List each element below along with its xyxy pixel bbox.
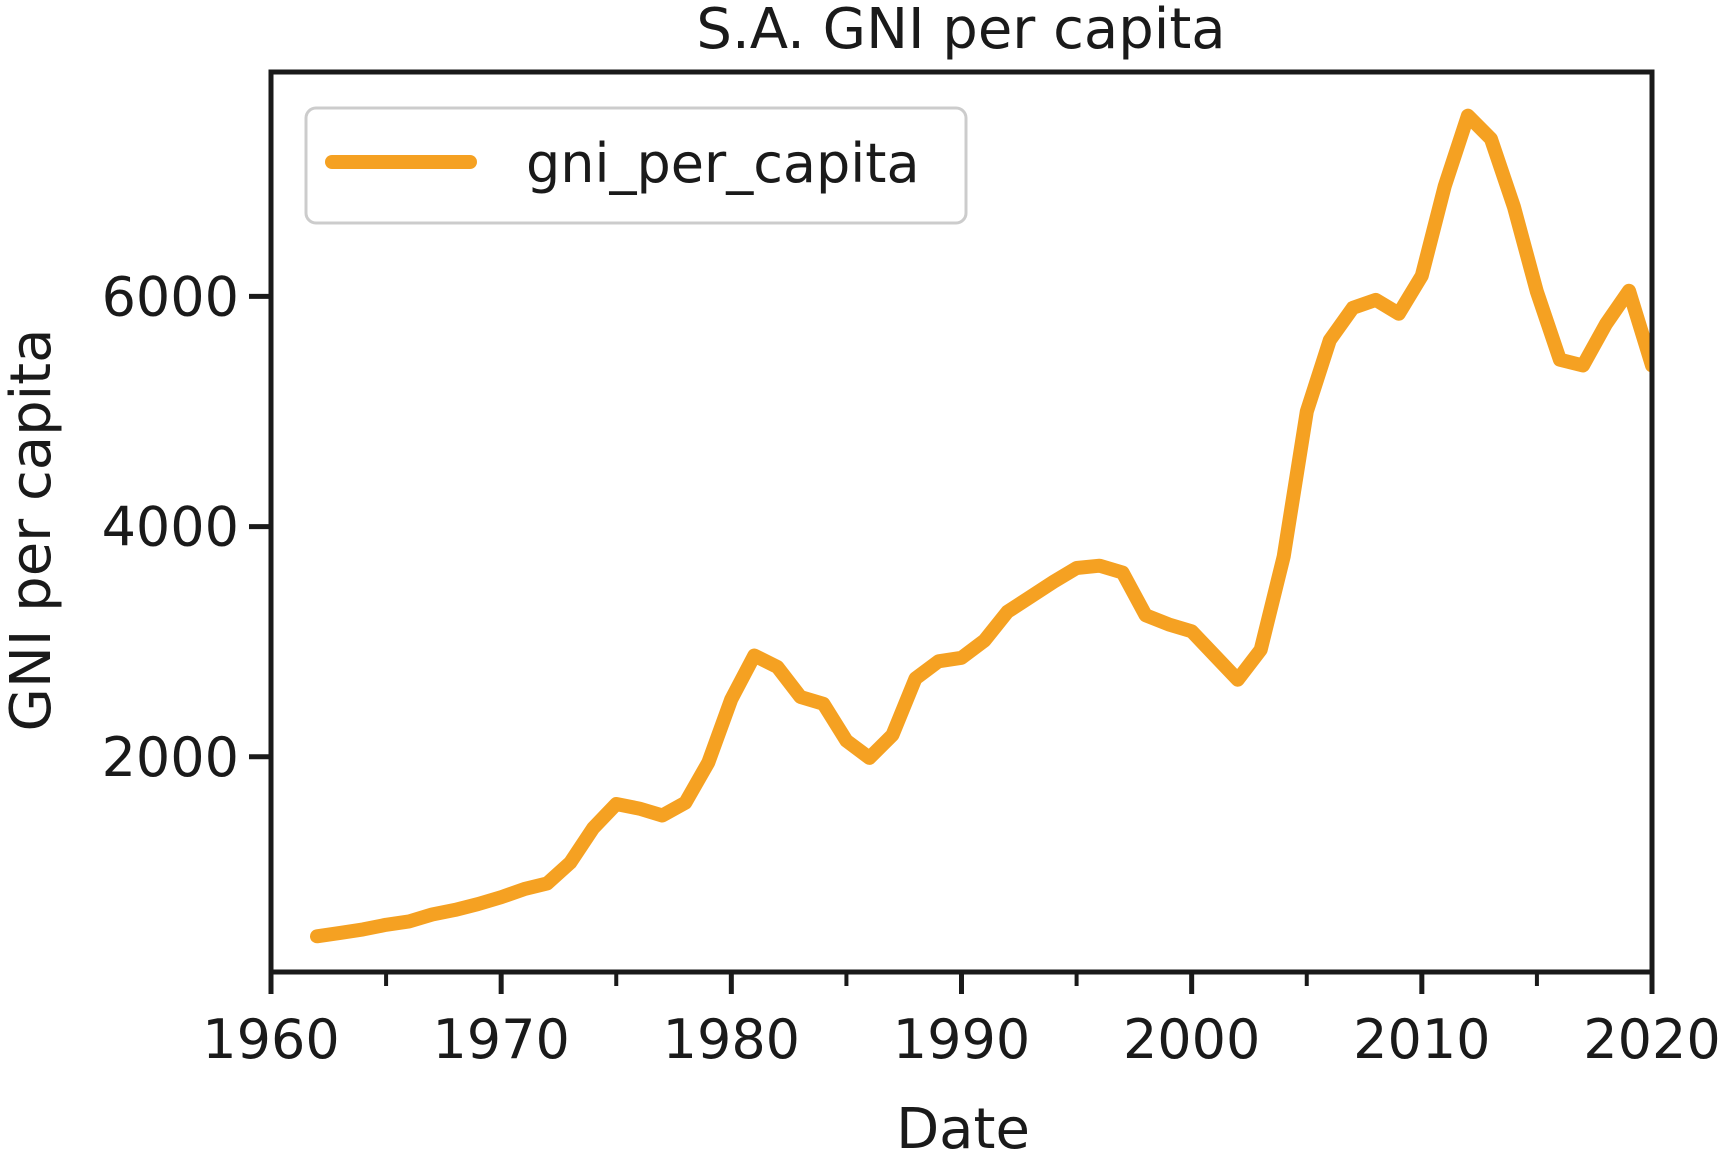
series-line-gni-per-capita	[310, 108, 1652, 944]
x-axis-label: Date	[896, 1097, 1030, 1157]
chart-title: S.A. GNI per capita	[696, 0, 1225, 62]
x-tick-label-1970: 1970	[432, 1008, 569, 1071]
axes: 1960 1970 1980 1990 2000 2010 2020 2000 4000 6000	[102, 265, 1721, 1071]
x-tick-label-2010: 2010	[1353, 1008, 1490, 1071]
y-axis-label: GNI per capita	[0, 329, 64, 732]
legend-label-gni-per-capita: gni_per_capita	[526, 132, 920, 195]
y-tick-label-4000: 4000	[102, 496, 239, 559]
x-tick-label-1980: 1980	[663, 1008, 800, 1071]
x-tick-label-2000: 2000	[1123, 1008, 1260, 1071]
plot-area	[310, 108, 1652, 944]
x-tick-label-1990: 1990	[893, 1008, 1030, 1071]
y-tick-label-6000: 6000	[102, 265, 239, 328]
plot-frame	[268, 69, 1655, 975]
legend-box	[304, 106, 968, 225]
legend: gni_per_capita	[304, 106, 968, 225]
y-tick-label-2000: 2000	[102, 726, 239, 789]
x-tick-label-2020: 2020	[1583, 1008, 1720, 1071]
x-tick-label-1960: 1960	[202, 1008, 339, 1071]
